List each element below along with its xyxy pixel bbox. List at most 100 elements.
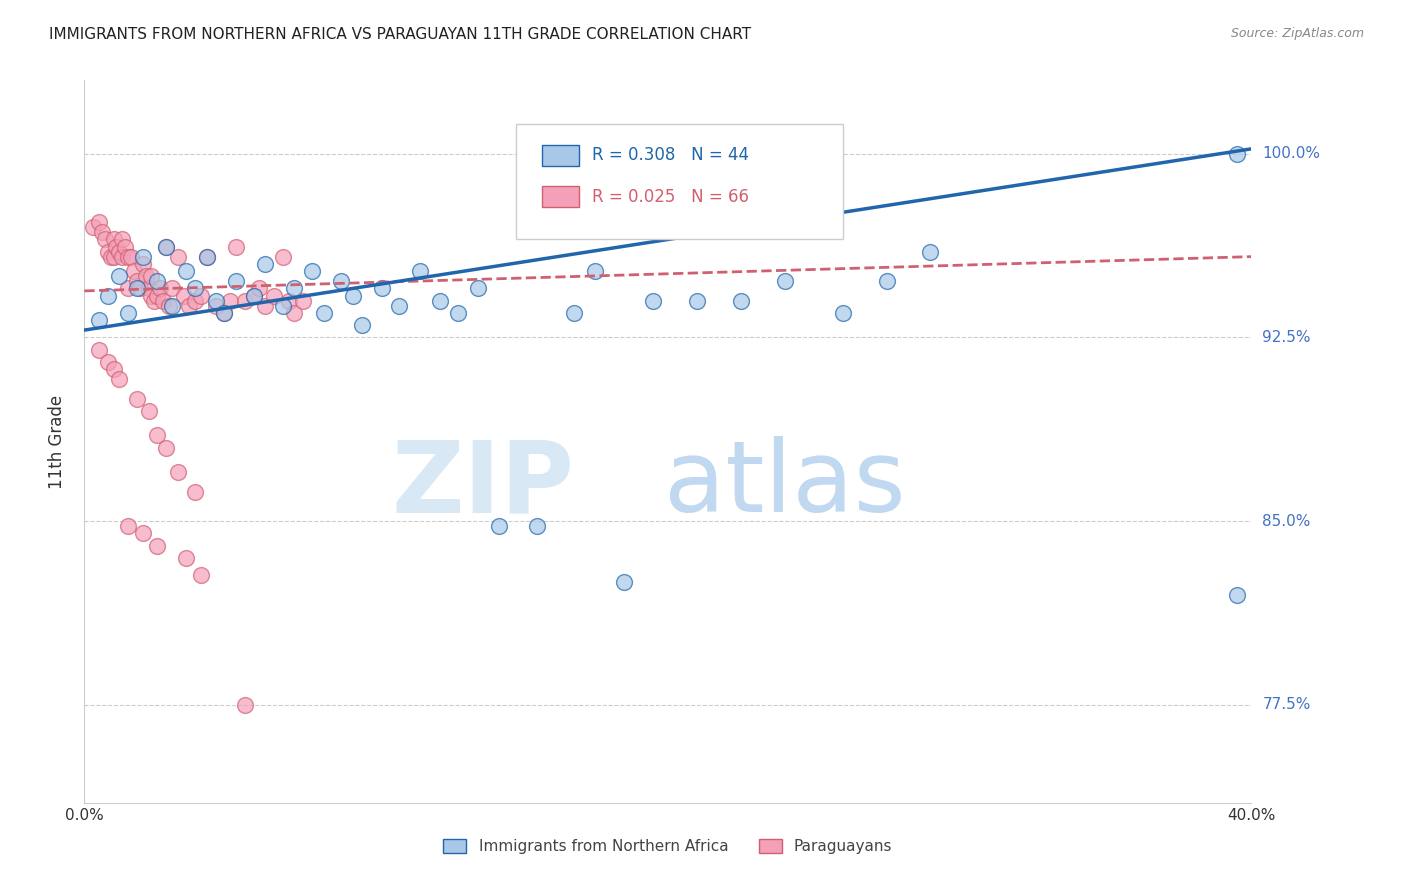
Point xyxy=(184,281,207,295)
Point xyxy=(97,289,120,303)
Point xyxy=(429,293,451,308)
Point xyxy=(135,269,157,284)
Point xyxy=(263,289,285,303)
Point xyxy=(132,526,155,541)
Point xyxy=(108,269,131,284)
Point xyxy=(97,244,120,259)
Point xyxy=(157,299,180,313)
Point xyxy=(388,299,411,313)
Text: atlas: atlas xyxy=(664,436,905,533)
FancyBboxPatch shape xyxy=(516,124,844,239)
Point xyxy=(160,281,183,295)
Point xyxy=(225,274,247,288)
Point xyxy=(233,293,256,308)
Point xyxy=(242,289,264,303)
Point xyxy=(87,343,110,357)
Point xyxy=(613,575,636,590)
Point xyxy=(195,250,218,264)
Point xyxy=(152,293,174,308)
Point xyxy=(166,250,188,264)
Bar xyxy=(541,145,579,166)
Point xyxy=(467,281,489,295)
Point xyxy=(117,250,139,264)
Point xyxy=(271,299,294,313)
Point xyxy=(583,264,606,278)
Point xyxy=(111,232,134,246)
Point xyxy=(233,698,256,712)
Bar xyxy=(541,186,579,207)
Point xyxy=(184,484,207,499)
Point xyxy=(730,293,752,308)
Point xyxy=(125,392,148,406)
Point xyxy=(283,306,305,320)
Point xyxy=(155,240,177,254)
Point xyxy=(149,281,172,295)
Point xyxy=(87,215,110,229)
Point xyxy=(312,306,335,320)
Point xyxy=(242,289,264,303)
Point xyxy=(225,240,247,254)
Point xyxy=(117,306,139,320)
Point xyxy=(254,299,277,313)
Point xyxy=(195,250,218,264)
Point xyxy=(526,519,548,533)
Point xyxy=(125,281,148,295)
Point xyxy=(103,362,125,376)
Point xyxy=(176,550,198,565)
Point xyxy=(564,306,586,320)
Point xyxy=(283,281,305,295)
Text: 100.0%: 100.0% xyxy=(1263,146,1320,161)
Point xyxy=(330,274,353,288)
Point xyxy=(1226,588,1249,602)
Point xyxy=(94,232,117,246)
Point xyxy=(143,293,166,308)
Point xyxy=(132,250,155,264)
Point xyxy=(87,313,110,327)
Point xyxy=(277,293,299,308)
Point xyxy=(204,299,226,313)
Point xyxy=(190,568,212,582)
Point xyxy=(271,250,294,264)
Point xyxy=(686,293,709,308)
Point xyxy=(176,264,198,278)
Point xyxy=(103,232,125,246)
Point xyxy=(146,274,169,288)
Point xyxy=(155,240,177,254)
Point xyxy=(832,306,855,320)
Point xyxy=(108,244,131,259)
Point xyxy=(138,281,160,295)
Point xyxy=(219,293,242,308)
Point xyxy=(292,293,315,308)
Point xyxy=(114,240,136,254)
Point xyxy=(204,293,226,308)
Point xyxy=(920,244,942,259)
Point xyxy=(342,289,364,303)
Point xyxy=(111,250,134,264)
Point xyxy=(90,225,112,239)
Text: 92.5%: 92.5% xyxy=(1263,330,1310,345)
Point xyxy=(141,289,163,303)
Point xyxy=(105,240,128,254)
Point xyxy=(146,289,169,303)
Point xyxy=(146,428,169,442)
Y-axis label: 11th Grade: 11th Grade xyxy=(48,394,66,489)
Point xyxy=(214,306,236,320)
Point xyxy=(117,519,139,533)
Point xyxy=(100,250,122,264)
Point xyxy=(120,250,142,264)
Point xyxy=(103,250,125,264)
Point xyxy=(876,274,898,288)
Point xyxy=(179,299,201,313)
Point xyxy=(350,318,373,333)
Point xyxy=(138,404,160,418)
Legend: Immigrants from Northern Africa, Paraguayans: Immigrants from Northern Africa, Paragua… xyxy=(437,833,898,860)
Text: ZIP: ZIP xyxy=(392,436,575,533)
Point xyxy=(371,281,394,295)
Point xyxy=(155,441,177,455)
Point xyxy=(254,257,277,271)
Text: R = 0.308   N = 44: R = 0.308 N = 44 xyxy=(592,146,749,164)
Point xyxy=(141,269,163,284)
Point xyxy=(125,274,148,288)
Point xyxy=(643,293,665,308)
Point xyxy=(447,306,470,320)
